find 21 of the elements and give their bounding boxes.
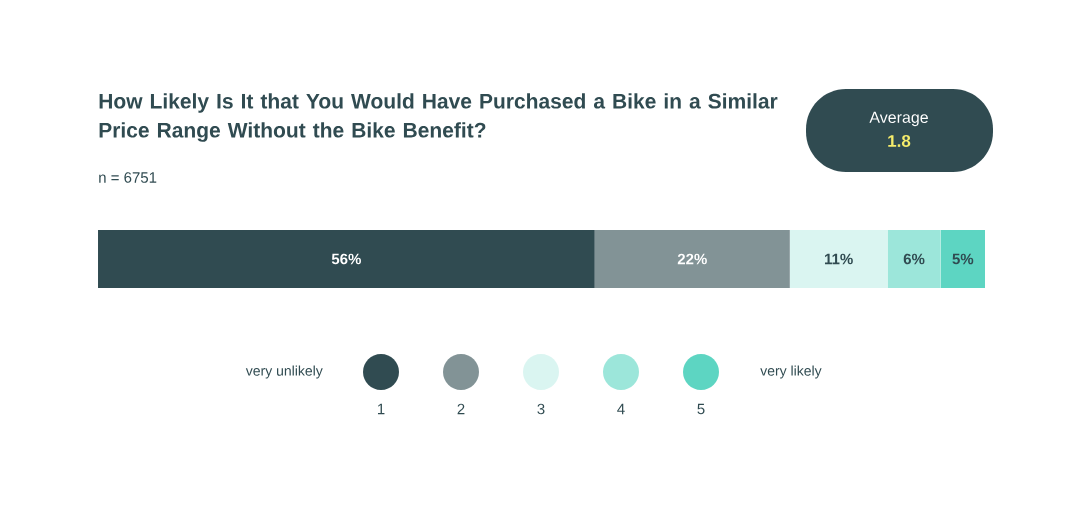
- bar: [887, 229, 941, 288]
- text: Average: [869, 111, 928, 127]
- data-label: 22%: [677, 253, 707, 265]
- legend-label: 5: [697, 403, 705, 415]
- legend-label: 2: [457, 403, 465, 415]
- legend-label: 3: [537, 403, 545, 415]
- data-label: 5%: [952, 253, 974, 265]
- data-label: 56%: [331, 253, 361, 265]
- legend-label: 1: [377, 403, 385, 415]
- bar: [98, 229, 595, 288]
- bar: [789, 229, 888, 288]
- chart-subtitle: n = 6751: [99, 172, 157, 183]
- data-label: 11%: [824, 253, 853, 265]
- data-label: 6%: [903, 253, 925, 265]
- text: very likely: [760, 365, 822, 379]
- text: 1.8: [888, 134, 911, 148]
- text: very unlikely: [245, 365, 323, 379]
- bar: [594, 229, 790, 288]
- chart-title: How Likely Is It that You Would Have Purchased a Bike in a Similar Price Range Without the Bike Benefit?: [99, 93, 778, 142]
- legend-label: 4: [617, 403, 625, 415]
- bar: [940, 229, 985, 288]
